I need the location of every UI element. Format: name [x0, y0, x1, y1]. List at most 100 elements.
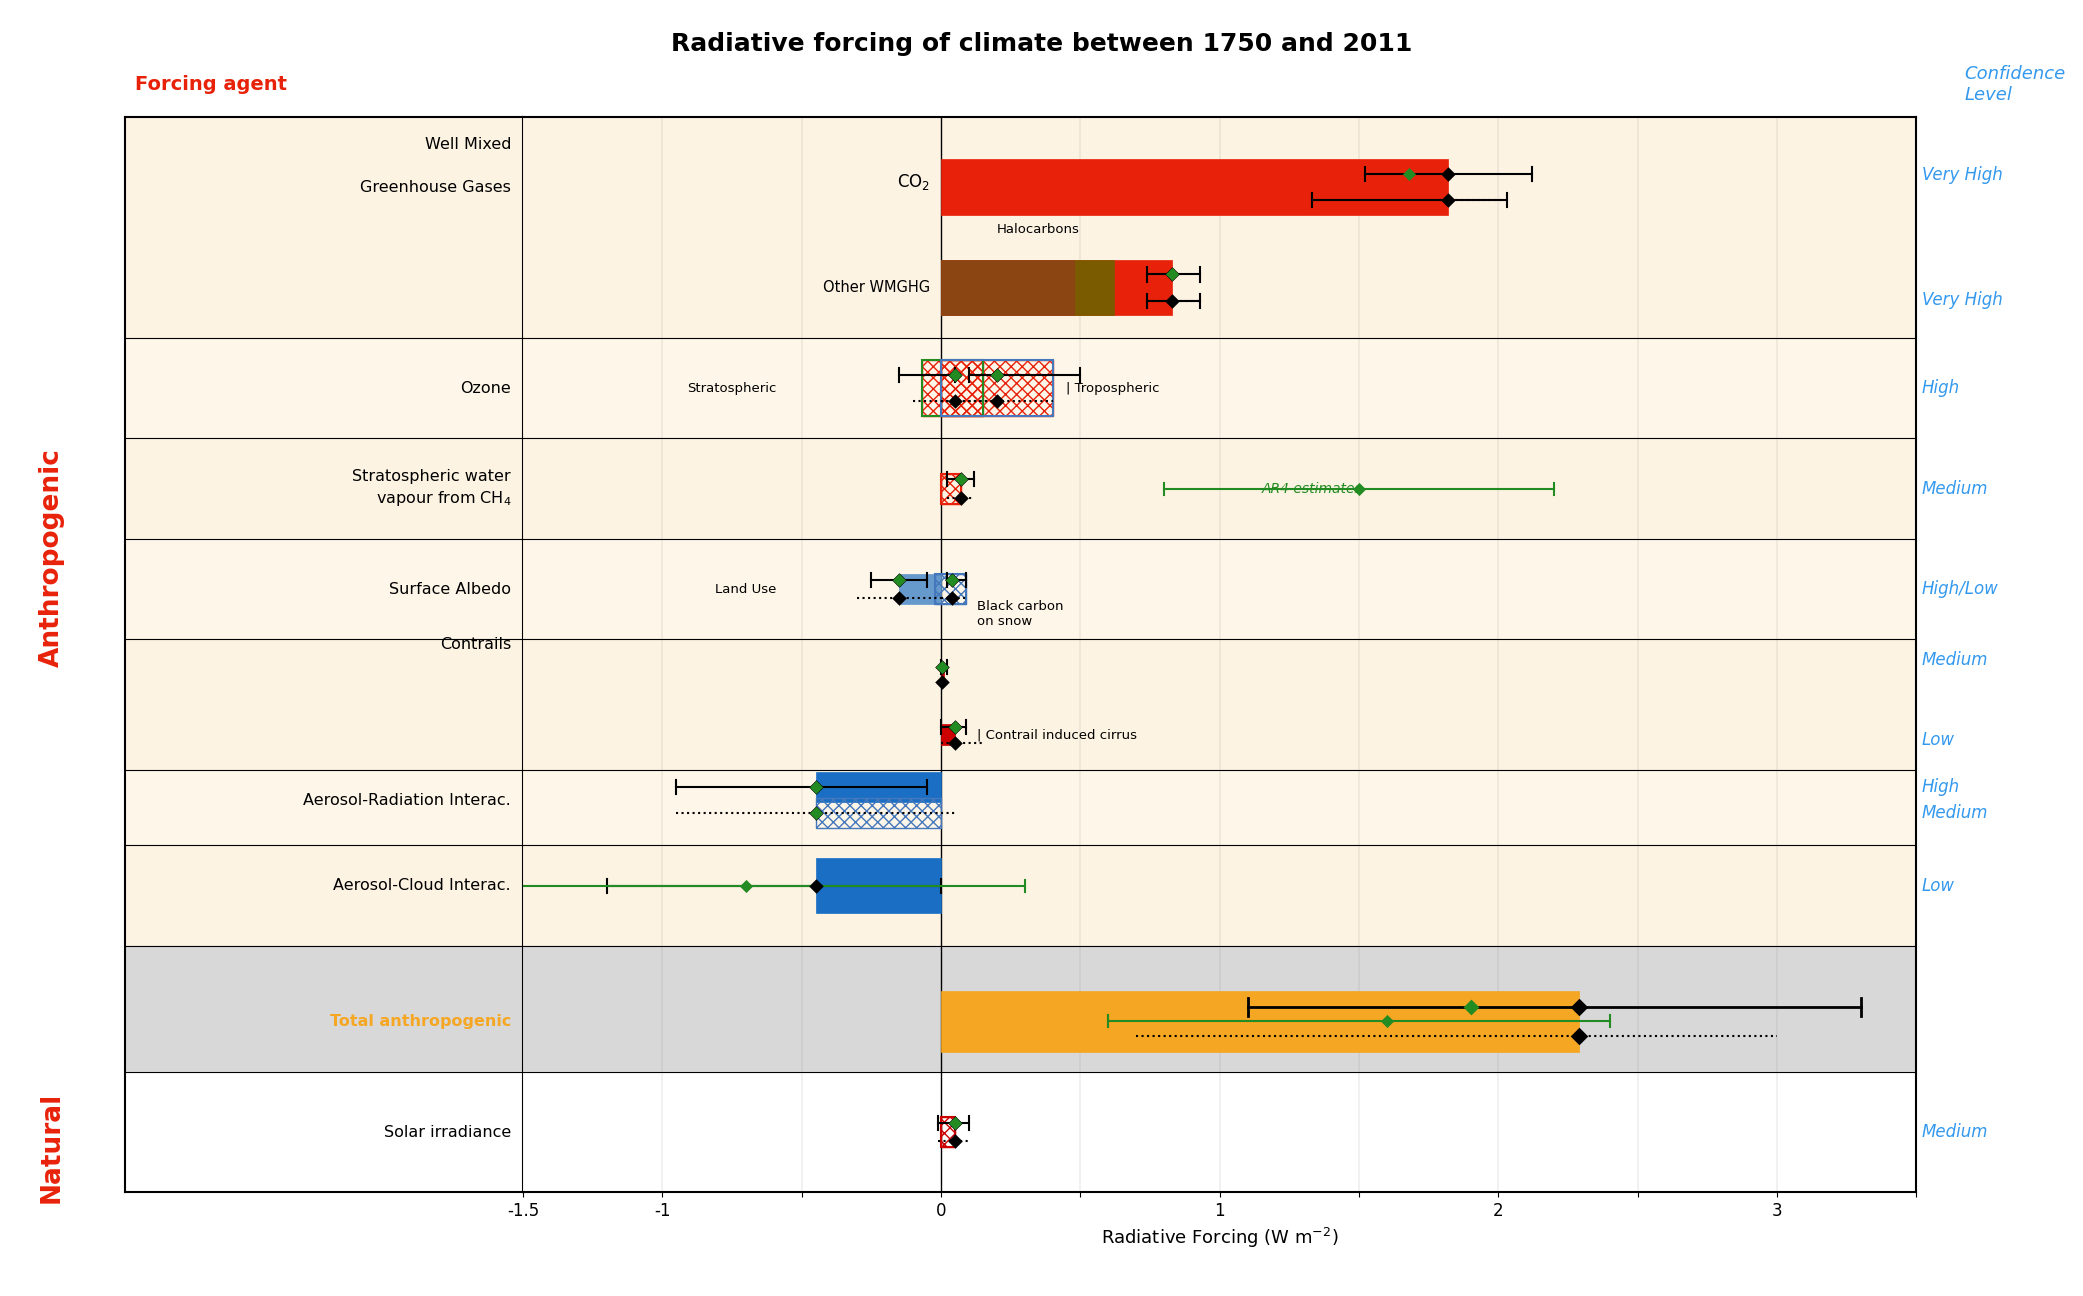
Bar: [125, 946, 523, 1072]
Text: Radiative forcing of climate between 1750 and 2011: Radiative forcing of climate between 175…: [671, 32, 1412, 57]
X-axis label: Radiative Forcing (W m$^{-2}$): Radiative Forcing (W m$^{-2}$): [1102, 1226, 1339, 1249]
Text: Greenhouse Gases: Greenhouse Gases: [360, 180, 510, 194]
Point: [883, 570, 917, 591]
Point: [925, 656, 958, 677]
Bar: [125, 1072, 523, 1192]
Point: [937, 732, 971, 753]
Bar: [523, 770, 1916, 845]
Text: AR4 estimates: AR4 estimates: [1262, 482, 1362, 495]
Point: [935, 570, 969, 591]
Text: Well Mixed: Well Mixed: [425, 137, 510, 153]
Bar: [942, 159, 1448, 215]
Point: [1394, 163, 1427, 184]
Point: [925, 656, 958, 677]
Text: High/Low: High/Low: [1923, 581, 2000, 599]
Text: Contrails: Contrails: [440, 636, 510, 652]
Text: Aerosol-Cloud Interac.: Aerosol-Cloud Interac.: [333, 879, 510, 893]
Text: Very High: Very High: [1923, 166, 2002, 184]
Text: Stratospheric: Stratospheric: [687, 381, 777, 394]
Point: [800, 776, 833, 797]
Bar: [900, 574, 942, 604]
Bar: [942, 473, 960, 504]
Bar: [1075, 260, 1114, 315]
Point: [1341, 478, 1375, 499]
Text: Solar irradiance: Solar irradiance: [383, 1125, 510, 1139]
Point: [937, 717, 971, 737]
Text: Forcing agent: Forcing agent: [135, 75, 287, 93]
Text: Medium: Medium: [1923, 480, 1989, 498]
Text: Black carbon
on snow: Black carbon on snow: [977, 600, 1064, 629]
Text: Medium: Medium: [1923, 651, 1989, 669]
Bar: [523, 338, 1916, 438]
Bar: [523, 845, 1916, 946]
Bar: [125, 845, 523, 946]
Text: Low: Low: [1923, 731, 1956, 749]
Bar: [125, 117, 523, 338]
Point: [937, 1112, 971, 1133]
Point: [944, 469, 977, 490]
Point: [937, 364, 971, 385]
Bar: [125, 338, 523, 438]
Bar: [125, 539, 523, 639]
Bar: [921, 360, 983, 416]
Bar: [942, 360, 1052, 416]
Bar: [935, 574, 967, 604]
Point: [883, 588, 917, 609]
Text: Aerosol-Radiation Interac.: Aerosol-Radiation Interac.: [304, 793, 510, 807]
Bar: [125, 438, 523, 539]
Text: CO$_2$: CO$_2$: [898, 172, 929, 192]
Text: Confidence
Level: Confidence Level: [1964, 65, 2066, 104]
Text: High: High: [1923, 778, 1960, 796]
Bar: [942, 473, 960, 504]
Bar: [523, 438, 1916, 539]
Point: [1454, 997, 1487, 1017]
Point: [1431, 163, 1464, 184]
Text: Natural: Natural: [40, 1091, 65, 1203]
Bar: [942, 260, 1075, 315]
Text: CH$_4$: CH$_4$: [994, 280, 1023, 295]
Bar: [942, 991, 1579, 1052]
Point: [935, 588, 969, 609]
Bar: [942, 1117, 954, 1147]
Text: | Contrail induced cirrus: | Contrail induced cirrus: [977, 728, 1137, 741]
Text: | Tropospheric: | Tropospheric: [1066, 381, 1160, 394]
Bar: [921, 360, 983, 416]
Point: [937, 717, 971, 737]
Text: High: High: [1923, 378, 1960, 397]
Point: [1371, 1011, 1404, 1032]
Bar: [817, 858, 942, 914]
Point: [1156, 290, 1189, 311]
Point: [925, 673, 958, 693]
Point: [937, 391, 971, 412]
Point: [937, 1112, 971, 1133]
Bar: [523, 639, 1916, 770]
Point: [944, 469, 977, 490]
Point: [1431, 189, 1464, 210]
Bar: [125, 639, 523, 770]
Bar: [817, 798, 942, 828]
Point: [1156, 264, 1189, 285]
Point: [935, 570, 969, 591]
Text: Medium: Medium: [1923, 1124, 1989, 1140]
Text: Ozone: Ozone: [460, 381, 510, 395]
Text: Very High: Very High: [1923, 290, 2002, 308]
Bar: [817, 772, 942, 802]
Point: [800, 875, 833, 896]
Point: [800, 804, 833, 824]
Point: [1156, 264, 1189, 285]
Text: Stratospheric water
vapour from CH$_4$: Stratospheric water vapour from CH$_4$: [352, 469, 510, 508]
Point: [937, 1131, 971, 1152]
Bar: [523, 117, 1916, 338]
Bar: [935, 574, 967, 604]
Point: [1562, 997, 1596, 1017]
Bar: [523, 946, 1916, 1072]
Point: [937, 364, 971, 385]
Text: Medium: Medium: [1923, 805, 1989, 823]
Bar: [942, 724, 954, 745]
Text: Low: Low: [1923, 876, 1956, 894]
Bar: [942, 1117, 954, 1147]
Text: N$_2$O: N$_2$O: [1079, 280, 1110, 295]
Point: [981, 364, 1014, 385]
Text: Surface Albedo: Surface Albedo: [390, 582, 510, 596]
Bar: [942, 360, 1052, 416]
